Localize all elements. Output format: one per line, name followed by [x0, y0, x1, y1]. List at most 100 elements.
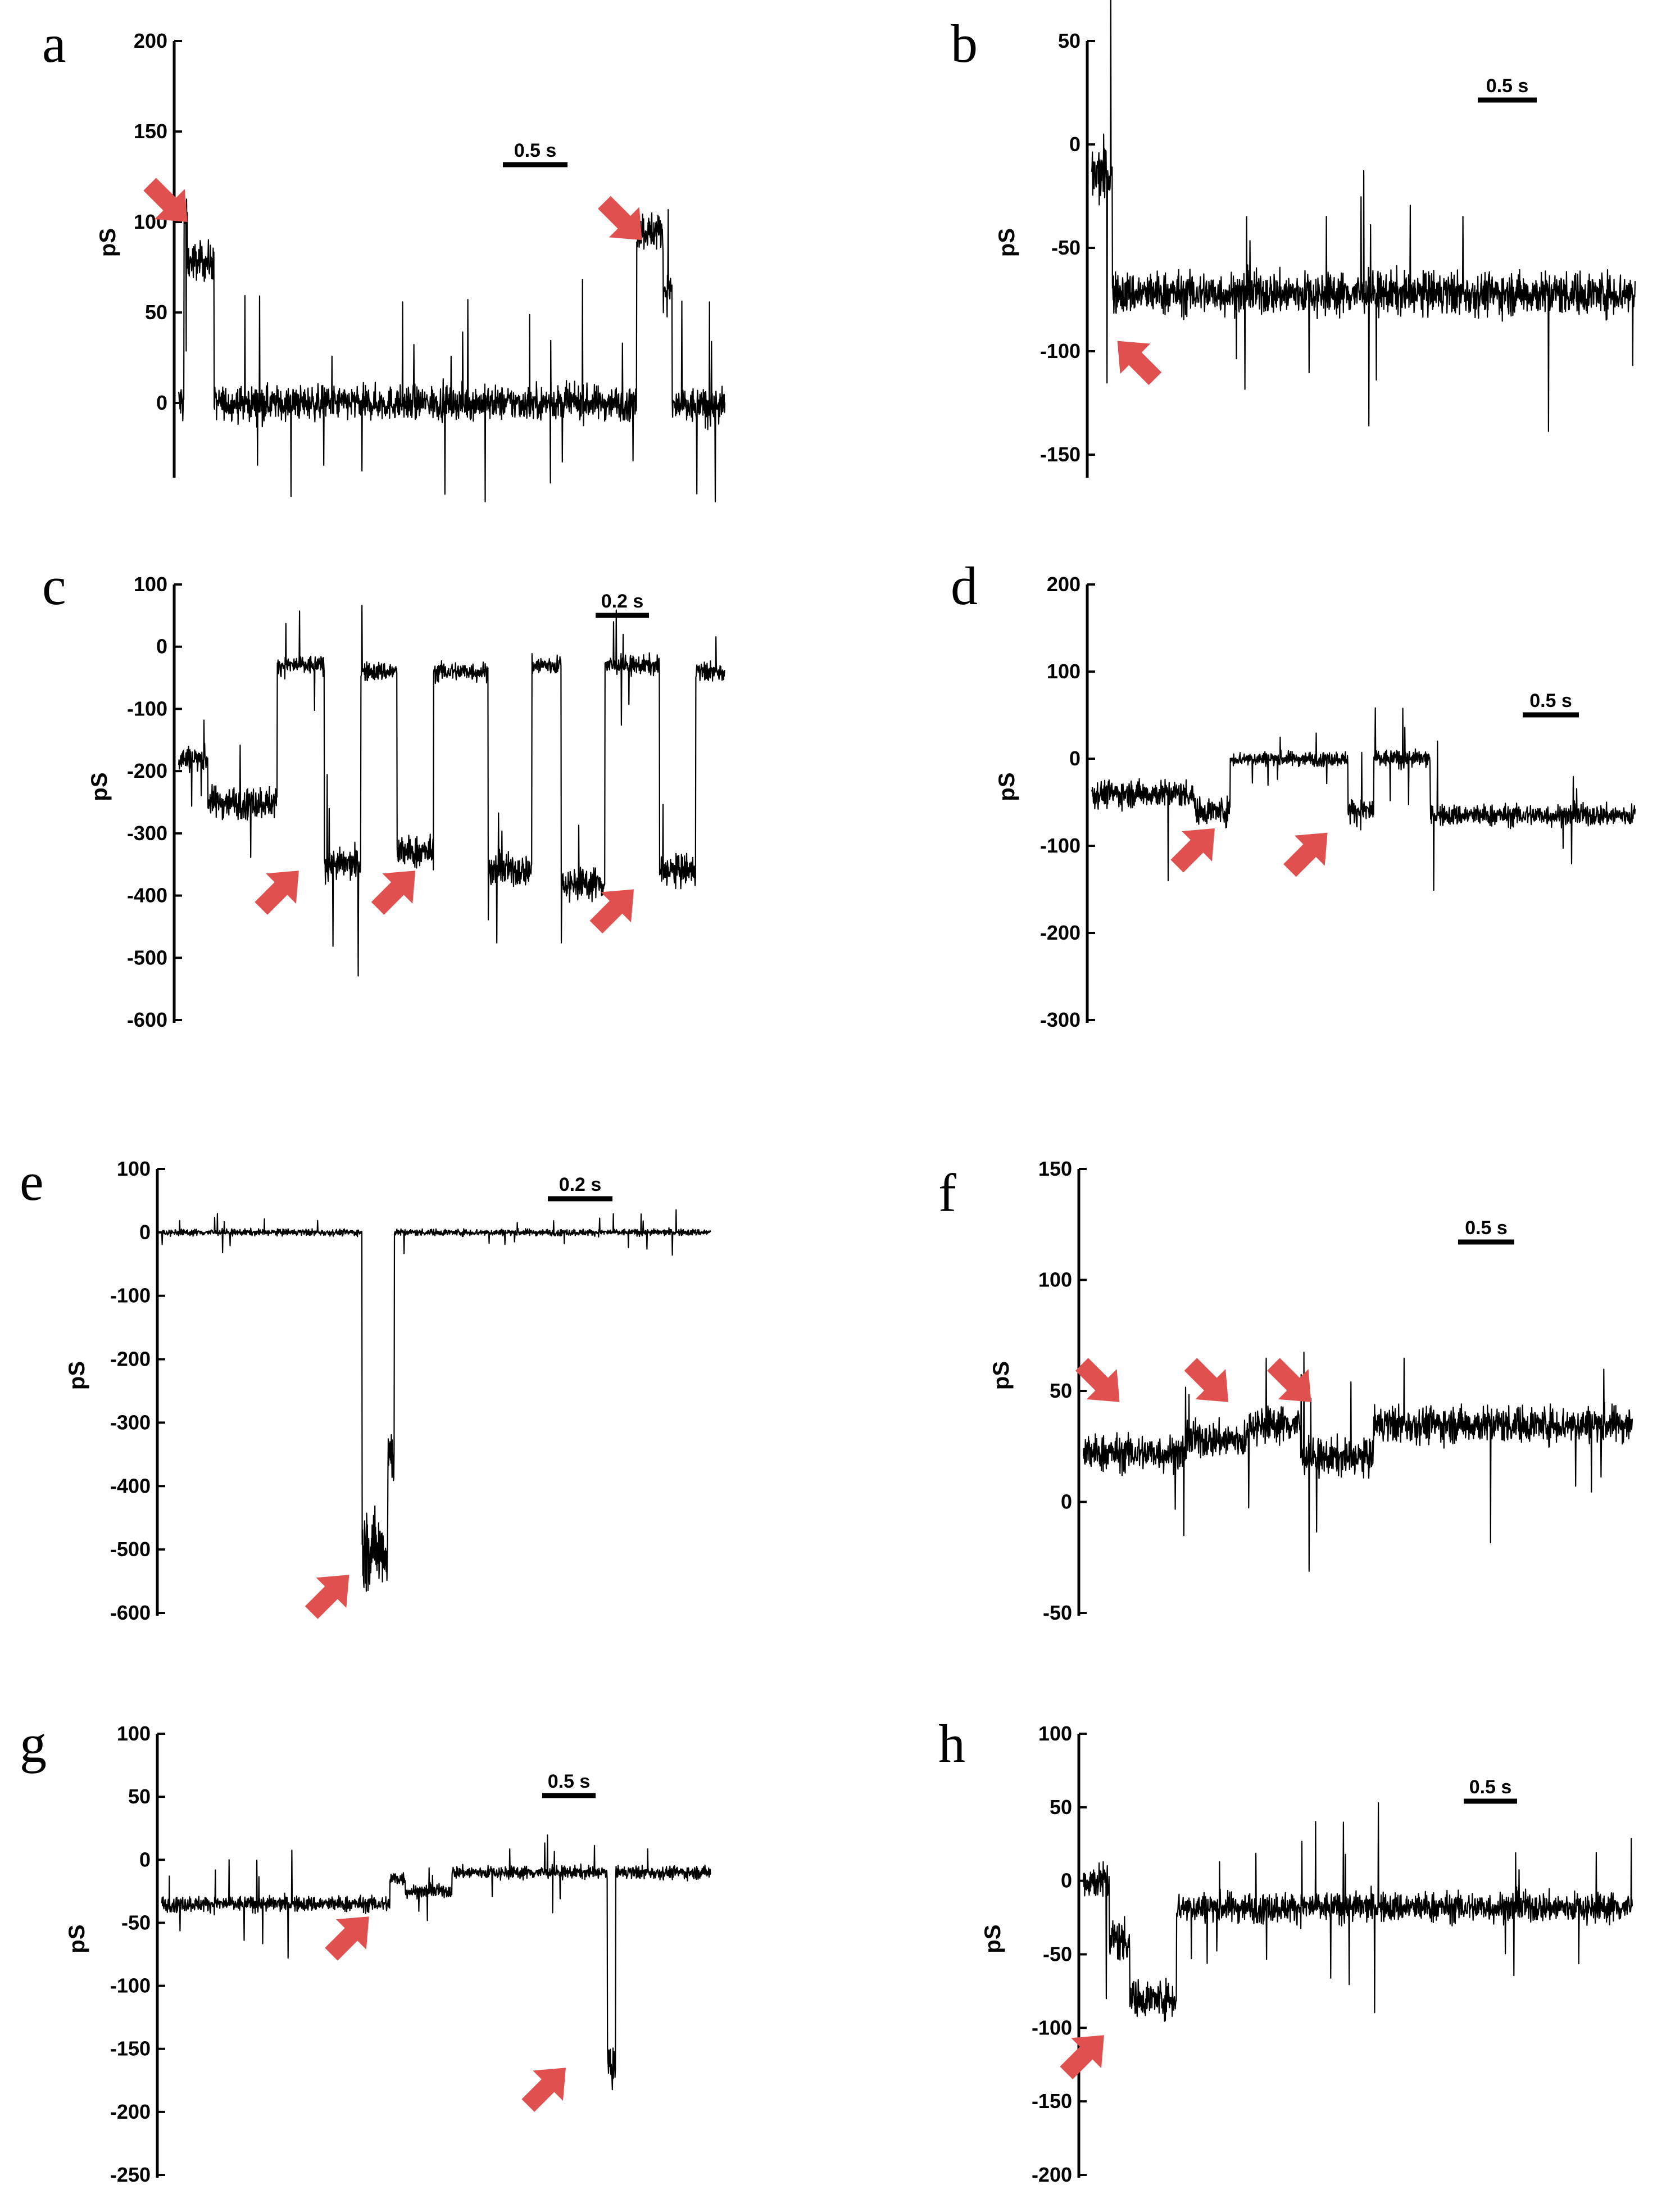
y-tick-label-f: 100: [1038, 1268, 1072, 1291]
panel-letter-b: b: [951, 13, 978, 74]
y-tick-label-g: 0: [139, 1848, 151, 1871]
y-tick-label-c: -600: [127, 1008, 167, 1031]
y-tick-label-h: -150: [1032, 2089, 1072, 2113]
y-tick-label-f: 50: [1050, 1379, 1072, 1402]
arrow-marker-f: [1184, 1358, 1229, 1402]
y-tick-label-d: -200: [1040, 921, 1081, 944]
y-tick-label-c: -100: [127, 697, 167, 720]
y-tick-label-c: 0: [156, 635, 167, 658]
y-tick-label-b: -50: [1051, 236, 1081, 259]
panel-letter-h: h: [938, 1714, 965, 1774]
y-tick-label-e: -500: [110, 1538, 151, 1561]
y-tick-label-e: 0: [139, 1221, 151, 1244]
panel-letter-g: g: [20, 1714, 47, 1774]
panel-b: b 50 0 -50 -100 -150 pS 0.5 s: [951, 0, 1636, 478]
arrow-marker-a: [598, 196, 642, 241]
y-axis-label-e: pS: [65, 1361, 89, 1390]
arrow-marker-g: [521, 2068, 566, 2112]
y-tick-label-c: -400: [127, 884, 167, 907]
y-tick-label-e: 100: [117, 1157, 151, 1180]
arrow-marker-g: [325, 1916, 369, 1961]
y-axis-label-c: pS: [87, 772, 112, 801]
y-tick-label-b: -150: [1040, 443, 1081, 466]
trace-b: [1091, 0, 1636, 432]
y-tick-label-c: -200: [127, 759, 167, 782]
y-axis-label-d: pS: [995, 772, 1019, 801]
panel-f: f 150 100 50 0 -50 pS 0.5 s: [938, 1157, 1633, 1624]
y-tick-label-g: 50: [128, 1785, 151, 1808]
y-tick-label-c: -500: [127, 946, 167, 969]
arrow-marker-c: [371, 871, 416, 915]
trace-f: [1082, 1352, 1633, 1572]
arrow-marker-b: [1117, 341, 1162, 386]
y-tick-label-h: -50: [1043, 1943, 1072, 1966]
y-tick-label-b: 0: [1069, 133, 1081, 156]
panel-letter-e: e: [20, 1152, 44, 1212]
trace-d: [1091, 707, 1636, 891]
y-axis-label-b: pS: [995, 228, 1019, 257]
y-tick-label-g: -50: [121, 1911, 151, 1934]
scale-bar-label-f: 0.5 s: [1465, 1217, 1508, 1239]
y-tick-label-e: -300: [110, 1411, 151, 1434]
scale-bar-label-b: 0.5 s: [1486, 75, 1529, 97]
panel-c: c 100 0 -100 -200 -300 -400 -500 -600 pS 0.2 s: [42, 556, 726, 1031]
trace-e: [161, 1209, 711, 1592]
scale-bar-label-e: 0.2 s: [559, 1174, 602, 1195]
scale-bar-label-c: 0.2 s: [601, 591, 644, 612]
panel-letter-c: c: [42, 556, 66, 616]
y-tick-label-h: 0: [1061, 1869, 1072, 1892]
arrow-marker-a: [143, 178, 188, 222]
y-tick-label-h: 100: [1038, 1722, 1072, 1745]
y-tick-label-a: 150: [134, 120, 167, 143]
panel-letter-a: a: [42, 13, 66, 74]
y-axis-label-f: pS: [989, 1361, 1014, 1390]
y-tick-label-c: 100: [134, 573, 167, 596]
y-tick-label-d: -100: [1040, 834, 1081, 857]
y-tick-label-c: -300: [127, 822, 167, 845]
y-tick-label-d: 200: [1047, 573, 1081, 596]
trace-a: [178, 198, 726, 502]
y-axis-label-h: pS: [980, 1924, 1005, 1953]
arrow-marker-h: [1060, 2035, 1104, 2079]
arrow-marker-c: [255, 871, 299, 915]
y-tick-label-e: -200: [110, 1348, 151, 1371]
y-tick-label-h: -100: [1032, 2016, 1072, 2039]
panel-e: e 100 0 -100 -200 -300 -400 -500 -600 pS 0.2 s: [20, 1152, 711, 1624]
y-tick-label-g: -100: [110, 1974, 151, 1997]
y-tick-label-h: -200: [1032, 2163, 1072, 2186]
y-tick-label-d: 0: [1069, 747, 1081, 770]
arrow-marker-e: [305, 1575, 349, 1619]
scale-bar-label-a: 0.5 s: [514, 140, 557, 161]
arrow-marker-f: [1075, 1358, 1120, 1402]
panel-g: g 100 50 0 -50 -100 -150 -200 -250 pS 0.5 s: [20, 1714, 711, 2186]
arrow-marker-f: [1267, 1358, 1311, 1402]
y-tick-label-g: -150: [110, 2037, 151, 2060]
arrow-marker-d: [1170, 828, 1215, 873]
trace-h: [1082, 1802, 1633, 2022]
y-tick-label-b: 50: [1058, 29, 1081, 52]
y-tick-label-a: 200: [134, 29, 167, 52]
y-tick-label-h: 50: [1050, 1796, 1072, 1819]
trace-c: [178, 604, 726, 977]
panel-letter-f: f: [938, 1163, 956, 1223]
panel-letter-d: d: [951, 556, 978, 616]
y-tick-label-b: -100: [1040, 339, 1081, 362]
scale-bar-label-d: 0.5 s: [1529, 690, 1572, 711]
y-axis-label-a: pS: [96, 228, 120, 257]
scale-bar-label-h: 0.5 s: [1469, 1776, 1512, 1798]
panel-d: d 200 100 0 -100 -200 -300 pS 0.5 s: [951, 556, 1636, 1031]
scale-bar-label-g: 0.5 s: [548, 1771, 591, 1792]
panel-h: h 100 50 0 -50 -100 -150 -200 pS 0.5 s: [938, 1714, 1633, 2186]
y-tick-label-e: -100: [110, 1284, 151, 1307]
y-tick-label-f: -50: [1043, 1601, 1072, 1624]
y-tick-label-g: 100: [117, 1722, 151, 1745]
y-tick-label-a: 0: [156, 391, 167, 414]
y-tick-label-g: -200: [110, 2100, 151, 2123]
arrow-marker-d: [1283, 832, 1328, 877]
trace-g: [161, 1834, 711, 2091]
y-tick-label-a: 50: [145, 301, 167, 324]
y-tick-label-e: -600: [110, 1601, 151, 1624]
arrow-marker-c: [589, 889, 634, 933]
